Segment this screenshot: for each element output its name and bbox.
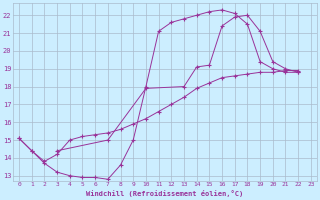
X-axis label: Windchill (Refroidissement éolien,°C): Windchill (Refroidissement éolien,°C) [86, 190, 244, 197]
